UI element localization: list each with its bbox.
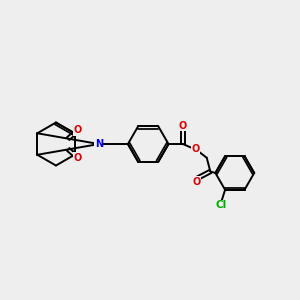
Text: Cl: Cl <box>216 200 227 210</box>
Text: O: O <box>74 125 82 135</box>
Text: O: O <box>191 144 200 154</box>
Text: O: O <box>192 177 200 187</box>
Text: O: O <box>74 153 82 163</box>
Text: N: N <box>95 139 103 149</box>
Text: O: O <box>179 121 187 131</box>
